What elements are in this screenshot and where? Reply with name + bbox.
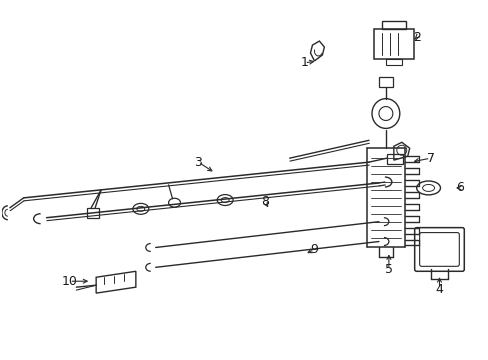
Text: 5: 5 xyxy=(384,263,392,276)
Text: 2: 2 xyxy=(412,31,420,44)
Text: 9: 9 xyxy=(310,243,318,256)
Text: 6: 6 xyxy=(455,181,463,194)
Text: 8: 8 xyxy=(260,195,268,208)
Bar xyxy=(378,77,392,87)
Text: 3: 3 xyxy=(194,156,202,168)
Bar xyxy=(381,21,405,29)
Bar xyxy=(385,59,401,65)
Text: 4: 4 xyxy=(435,283,443,296)
Bar xyxy=(386,154,402,164)
Text: 7: 7 xyxy=(426,152,434,165)
Text: 1: 1 xyxy=(300,57,308,69)
Text: 10: 10 xyxy=(61,275,77,288)
Bar xyxy=(87,208,99,218)
